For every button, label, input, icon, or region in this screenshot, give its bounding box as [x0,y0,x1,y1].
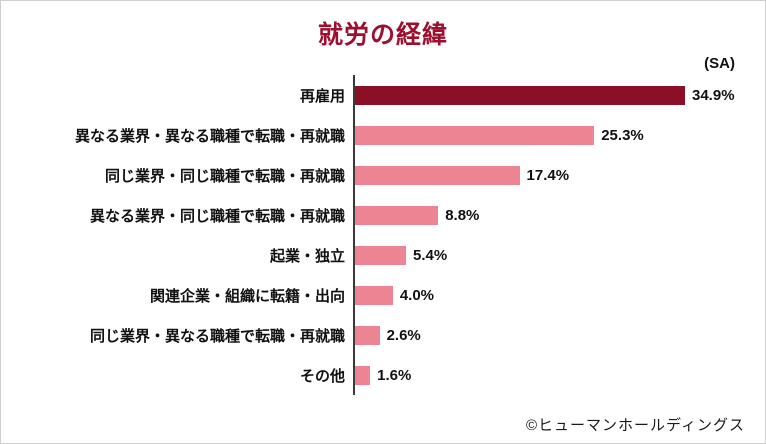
chart-title: 就労の経緯 [317,21,448,49]
category-label: その他 [299,367,345,385]
bar-track: 1.6% [353,355,765,395]
category-label: 同じ業界・同じ職種で転職・再就職 [104,167,345,185]
chart-row: 同じ業界・同じ職種で転職・再就職 17.4% [1,155,765,195]
bar-chart-plot-area: 再雇用 34.9% 異なる業界・異なる職種で転職・再就職 25.3% 同じ業界・同じ職種… [1,75,765,395]
value-label: 5.4% [413,246,448,264]
bar-track: 8.8% [353,195,765,235]
bar-track: 34.9% [353,75,765,115]
value-label: 25.3% [601,126,644,144]
bar-track: 4.0% [353,275,765,315]
bar-track: 25.3% [353,115,765,155]
bar [355,165,520,185]
value-label: 17.4% [526,166,570,184]
category-label: 関連企業・組織に転籍・出向 [149,287,345,305]
category-label: 同じ業界・異なる職種で転職・再就職 [89,327,345,345]
bar-track: 5.4% [353,235,765,275]
bar [355,285,393,305]
bar [355,205,439,225]
category-label: 再雇用 [299,87,345,105]
category-label: 異なる業界・異なる職種で転職・再就職 [74,127,345,145]
value-label: 8.8% [445,206,480,224]
chart-row: その他 1.6% [1,355,765,395]
chart-row: 関連企業・組織に転籍・出向 4.0% [1,275,765,315]
value-label: 34.9% [692,86,735,104]
category-label: 異なる業界・同じ職種で転職・再就職 [89,207,345,225]
bar-track: 2.6% [353,315,765,355]
bar-track: 17.4% [353,155,765,195]
sa-annotation: (SA) [704,55,735,72]
chart-row: 同じ業界・異なる職種で転職・再就職 2.6% [1,315,765,355]
value-label: 1.6% [377,366,412,384]
chart-row: 異なる業界・異なる職種で転職・再就職 25.3% [1,115,765,155]
value-label: 2.6% [386,326,421,344]
bar [355,325,380,345]
bar [355,125,595,145]
bar [355,245,407,265]
copyright-text: ©ヒューマンホールディングス [525,417,745,434]
value-label: 4.0% [399,286,435,304]
chart-row: 再雇用 34.9% [1,75,765,115]
category-label: 起業・独立 [269,247,345,265]
chart-row: 異なる業界・同じ職種で転職・再就職 8.8% [1,195,765,235]
bar [355,85,685,105]
chart-row: 起業・独立 5.4% [1,235,765,275]
bar [355,365,371,385]
